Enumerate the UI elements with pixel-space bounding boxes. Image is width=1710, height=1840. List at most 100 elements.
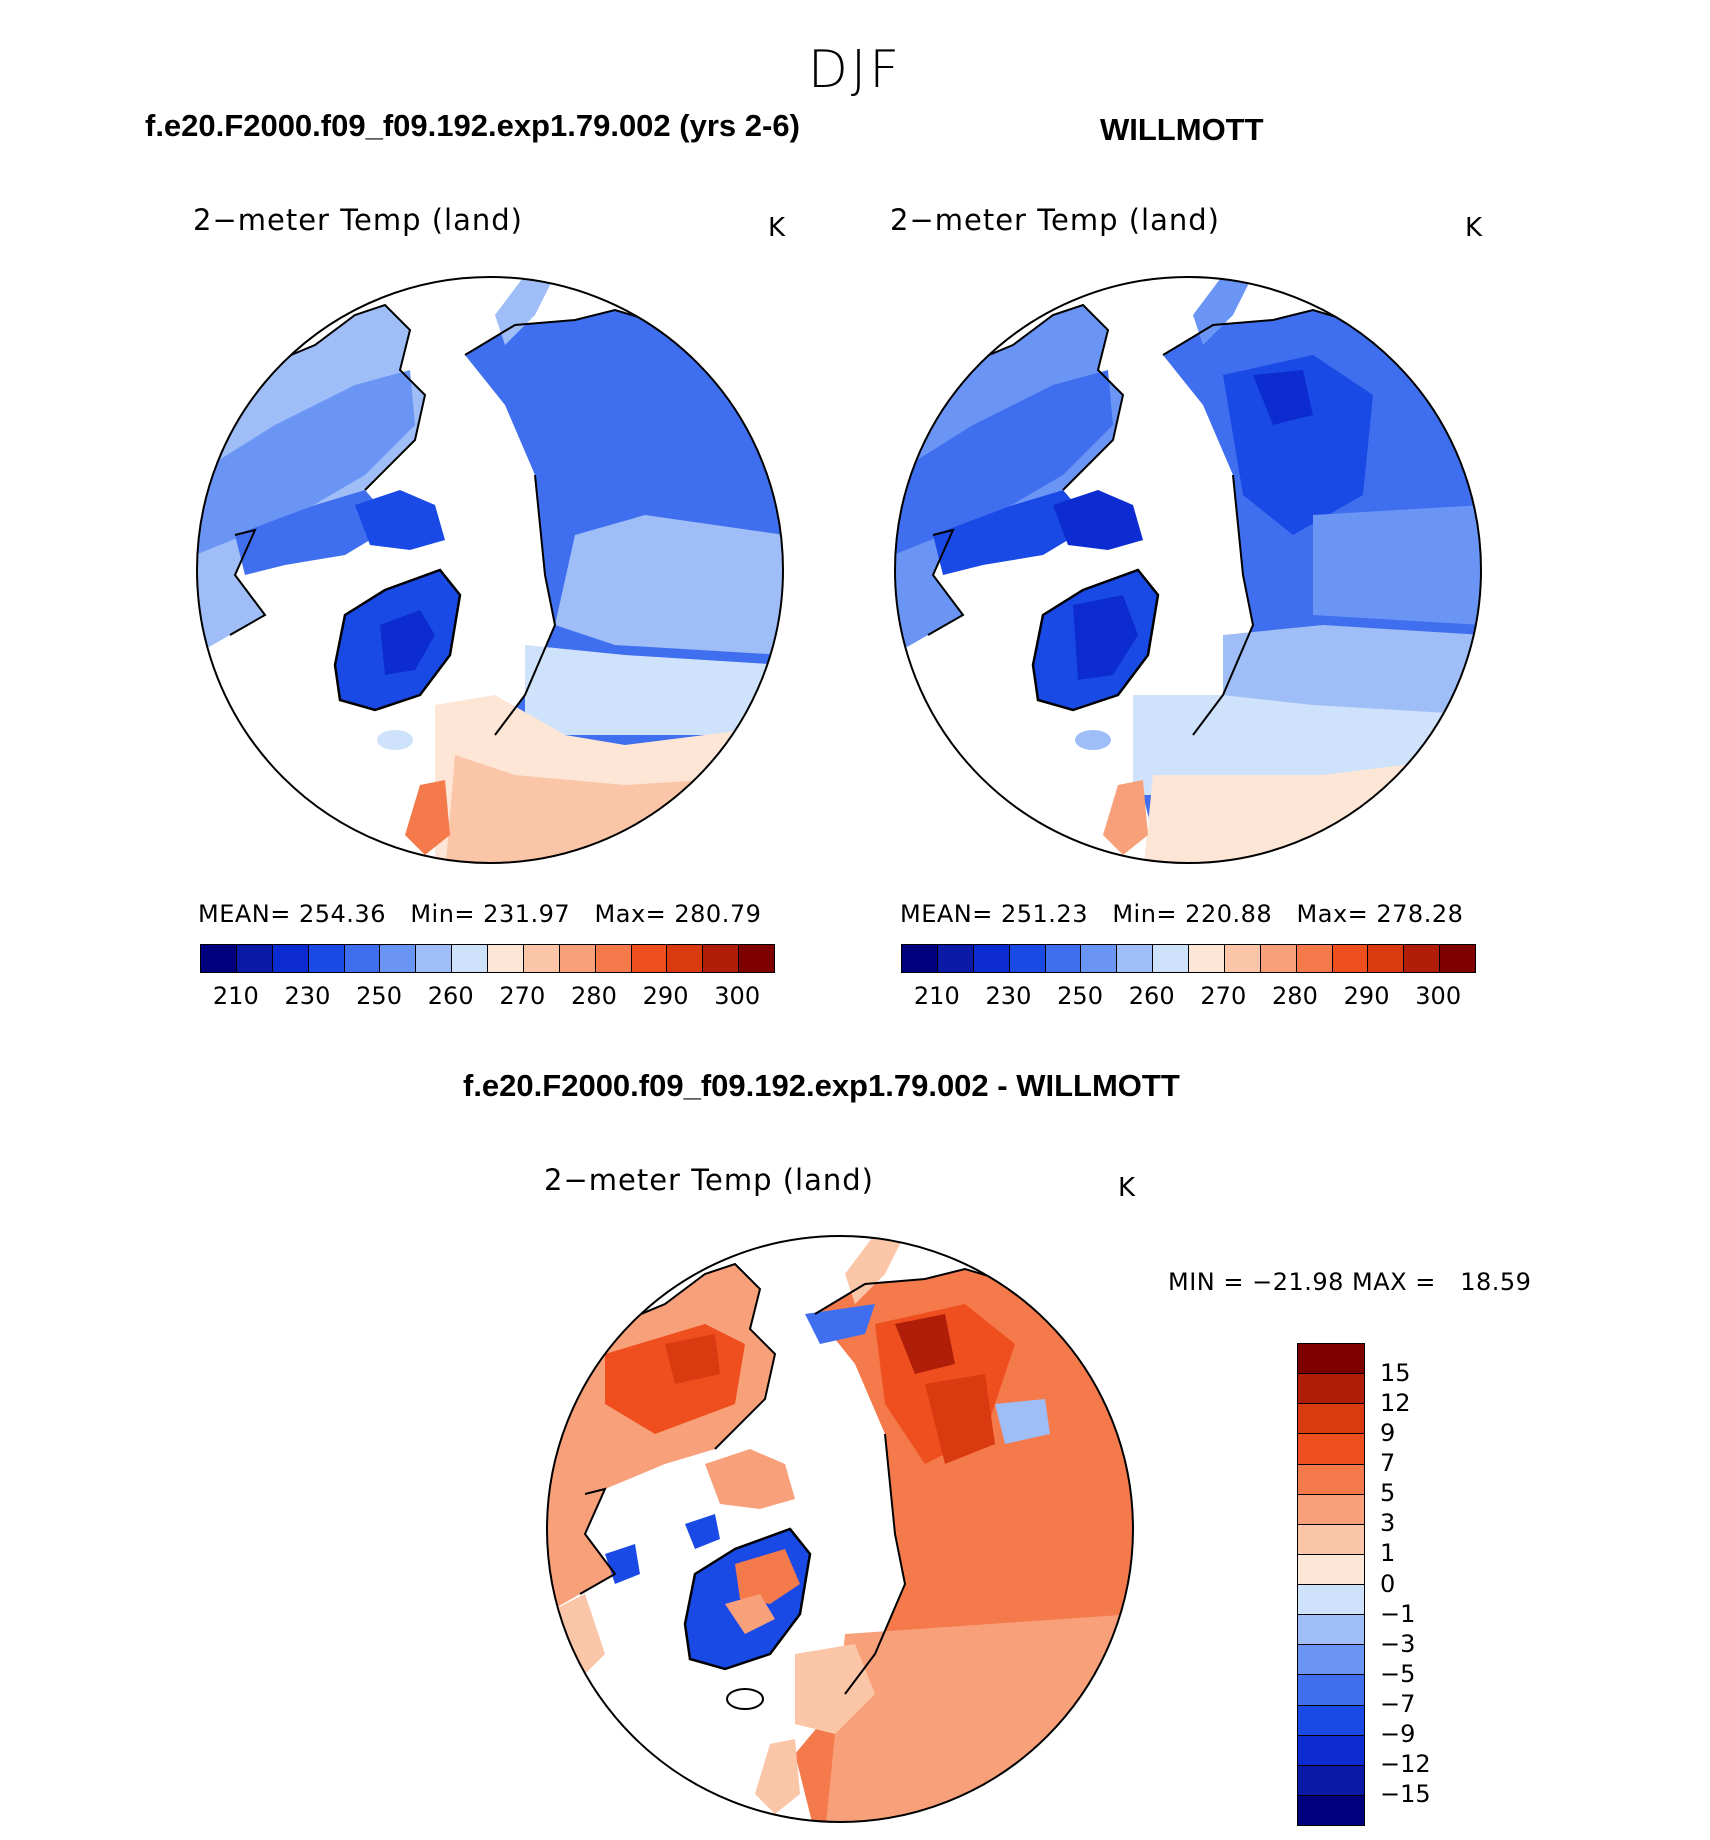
diff-colorbar-box — [1298, 1344, 1364, 1375]
diff-colorbar-tick-label: 15 — [1380, 1359, 1411, 1388]
panel2-colorbar-tick-label: 210 — [913, 982, 960, 1010]
panel2-colorbar-box — [1368, 945, 1405, 972]
diff-colorbar-tick-label: 7 — [1380, 1449, 1396, 1478]
diff-colorbar-tick-label: −12 — [1380, 1749, 1431, 1778]
diff-colorbar-box — [1298, 1554, 1364, 1585]
diff-colorbar-box — [1298, 1705, 1364, 1736]
panel2-colorbar-box — [1045, 945, 1082, 972]
panel2-colorbar-labels: 210 230 250 260 270 280 290 300 — [901, 982, 1474, 1012]
diff-colorbar-tick-label: 5 — [1380, 1479, 1396, 1508]
panel2-colorbar-box — [1153, 945, 1189, 972]
panel1-colorbar-tick-label: 270 — [499, 982, 546, 1010]
diff-colorbar-tick-label: −1 — [1380, 1599, 1416, 1628]
panel1-colorbar-box — [380, 945, 417, 972]
diff-colorbar-tick-label: 1 — [1380, 1539, 1396, 1568]
diff-colorbar-tick-label: 3 — [1380, 1509, 1396, 1538]
panel1-colorbar-box — [416, 945, 453, 972]
panel1-colorbar-tick-label: 210 — [212, 982, 259, 1010]
panel2-colorbar-box — [1440, 945, 1475, 972]
panel2-colorbar-box — [1081, 945, 1118, 972]
panel1-colorbar-box — [488, 945, 524, 972]
diff-colorbar-box — [1298, 1524, 1364, 1555]
diff-colorbar-tick-label: −9 — [1380, 1719, 1416, 1748]
panel1-stats: MEAN= 254.36 Min= 231.97 Max= 280.79 — [198, 900, 762, 928]
panel2-colorbar-tick-label: 250 — [1057, 982, 1103, 1010]
panel2-colorbar-box — [902, 945, 938, 972]
panel1-colorbar-box — [631, 945, 668, 972]
panel1-case-title: f.e20.F2000.f09_f09.192.exp1.79.002 (yrs… — [145, 108, 800, 143]
panel2-colorbar-tick-label: 280 — [1272, 982, 1318, 1010]
panel1-colorbar-tick-label: 230 — [284, 982, 331, 1010]
panel2-colorbar-box — [973, 945, 1010, 972]
diff-polar-map — [546, 1235, 1134, 1823]
panel2-colorbar-tick-label: 290 — [1343, 982, 1390, 1010]
diff-title: f.e20.F2000.f09_f09.192.exp1.79.002 - WI… — [463, 1068, 1180, 1103]
diff-colorbar-tick-label: −7 — [1380, 1689, 1416, 1718]
diff-colorbar-tick-label: 0 — [1380, 1569, 1396, 1598]
season-title: DJF — [807, 40, 903, 100]
panel1-colorbar-box — [703, 945, 740, 972]
diff-colorbar-tick-label: −15 — [1380, 1779, 1431, 1808]
panel2-colorbar — [901, 944, 1476, 973]
diff-colorbar-box — [1298, 1675, 1364, 1706]
panel2-colorbar-box — [1224, 945, 1261, 972]
diff-colorbar — [1297, 1343, 1365, 1826]
panel1-colorbar-tick-label: 290 — [642, 982, 689, 1010]
panel1-colorbar-box — [201, 945, 237, 972]
panel1-colorbar — [200, 944, 775, 973]
panel2-case-title: WILLMOTT — [1100, 112, 1264, 147]
diff-colorbar-box — [1298, 1585, 1364, 1616]
panel1-colorbar-box — [739, 945, 774, 972]
panel2-colorbar-box — [1260, 945, 1297, 972]
panel1-variable-title: 2−meter Temp (land) — [193, 203, 523, 237]
panel2-units: K — [1465, 213, 1483, 243]
panel2-colorbar-box — [1404, 945, 1441, 972]
panel2-stats: MEAN= 251.23 Min= 220.88 Max= 278.28 — [900, 900, 1464, 928]
panel1-polar-map — [196, 276, 784, 864]
diff-colorbar-box — [1298, 1735, 1364, 1766]
diff-colorbar-tick-label: 12 — [1380, 1389, 1411, 1418]
diff-colorbar-box — [1298, 1645, 1364, 1676]
panel2-colorbar-box — [1332, 945, 1369, 972]
panel2-colorbar-box — [1117, 945, 1154, 972]
panel1-colorbar-tick-label: 280 — [571, 982, 617, 1010]
panel1-colorbar-tick-label: 300 — [714, 982, 761, 1010]
panel1-colorbar-box — [308, 945, 345, 972]
diff-colorbar-box — [1298, 1765, 1364, 1796]
panel1-colorbar-box — [559, 945, 596, 972]
diff-colorbar-box — [1298, 1494, 1364, 1525]
panel2-colorbar-box — [1189, 945, 1225, 972]
panel1-colorbar-labels: 210 230 250 260 270 280 290 300 — [200, 982, 773, 1012]
panel2-colorbar-tick-label: 230 — [985, 982, 1032, 1010]
panel1-colorbar-box — [344, 945, 381, 972]
panel1-colorbar-box — [667, 945, 704, 972]
diff-units: K — [1118, 1173, 1136, 1203]
panel2-colorbar-tick-label: 300 — [1415, 982, 1462, 1010]
panel1-colorbar-box — [236, 945, 273, 972]
diff-colorbar-tick-label: −5 — [1380, 1659, 1416, 1688]
panel1-colorbar-tick-label: 250 — [356, 982, 402, 1010]
diff-variable-title: 2−meter Temp (land) — [544, 1163, 874, 1197]
panel2-colorbar-tick-label: 270 — [1200, 982, 1247, 1010]
diff-colorbar-box — [1298, 1404, 1364, 1435]
panel1-units: K — [768, 213, 786, 243]
panel2-polar-map — [894, 276, 1482, 864]
diff-colorbar-labels: 15 12 9 7 5 3 1 0 −1 −3 −5 −7 −9 −12 −15 — [1380, 1343, 1480, 1824]
panel1-colorbar-box — [272, 945, 309, 972]
panel1-colorbar-box — [595, 945, 632, 972]
panel1-colorbar-box — [523, 945, 560, 972]
diff-colorbar-box — [1298, 1615, 1364, 1646]
panel2-colorbar-tick-label: 260 — [1128, 982, 1175, 1010]
panel2-colorbar-box — [937, 945, 974, 972]
panel1-colorbar-box — [452, 945, 488, 972]
panel2-colorbar-box — [1296, 945, 1333, 972]
diff-colorbar-tick-label: 9 — [1380, 1419, 1396, 1448]
panel1-colorbar-tick-label: 260 — [427, 982, 474, 1010]
diff-colorbar-box — [1298, 1374, 1364, 1405]
diff-minmax: MIN = −21.98 MAX = 18.59 — [1168, 1268, 1532, 1296]
panel2-variable-title: 2−meter Temp (land) — [890, 203, 1220, 237]
diff-colorbar-tick-label: −3 — [1380, 1629, 1416, 1658]
diff-colorbar-box — [1298, 1464, 1364, 1495]
panel2-colorbar-box — [1009, 945, 1046, 972]
diff-colorbar-box — [1298, 1795, 1364, 1825]
